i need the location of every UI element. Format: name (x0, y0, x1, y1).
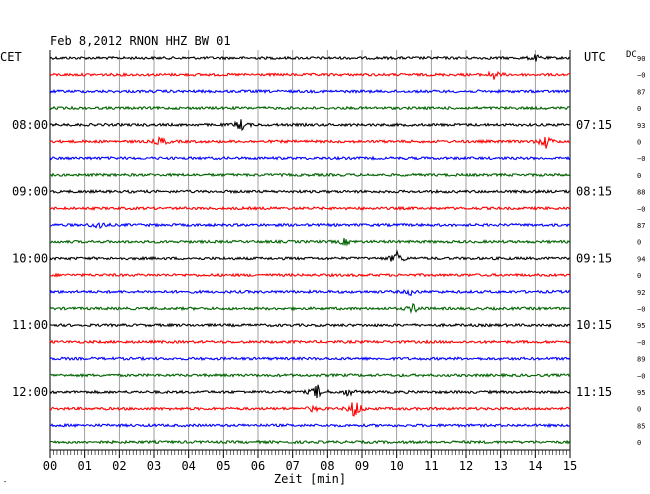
trace-line (49, 54, 571, 62)
trace-line (49, 105, 571, 111)
dc-value: −0 (637, 306, 645, 314)
x-tick-label: 10 (389, 459, 403, 473)
chart-title: Feb 8,2012 RNON HHZ BW 01 (50, 34, 231, 48)
dc-value: 85 (637, 422, 645, 430)
x-tick-label: 09 (355, 459, 369, 473)
trace-line (49, 88, 571, 95)
trace-line (49, 188, 571, 195)
x-tick-label: 07 (285, 459, 299, 473)
x-tick-label: 01 (77, 459, 91, 473)
dc-value: −0 (637, 205, 645, 213)
x-tick-label: 08 (320, 459, 334, 473)
dc-column-label: DC (626, 50, 637, 60)
left-hour-label: 12:00 (12, 385, 48, 399)
dc-value: 90 (637, 55, 645, 63)
left-hour-label: 11:00 (12, 318, 48, 332)
trace-line (49, 70, 571, 80)
x-tick-label: 11 (424, 459, 438, 473)
dc-value: 0 (637, 439, 641, 447)
x-axis: 00 01 02 03 04 05 06 07 08 09 10 11 12 13 14 15 (43, 449, 577, 473)
trace-line (49, 119, 571, 132)
dc-value: 0 (637, 239, 641, 247)
x-tick-label: 13 (493, 459, 507, 473)
trace-line (49, 339, 571, 345)
dc-value: 0 (637, 172, 641, 180)
x-axis-label: Zeit [min] (274, 472, 346, 486)
trace-line (49, 322, 571, 328)
trace-line (49, 402, 571, 417)
right-axis-label-utc: UTC (584, 50, 606, 64)
x-tick-label: 05 (216, 459, 230, 473)
dc-value: 95 (637, 389, 645, 397)
trace-line (49, 205, 571, 212)
trace-line (49, 136, 571, 149)
dc-value: −0 (637, 72, 645, 80)
trace-line (49, 372, 571, 379)
dc-value: 87 (637, 88, 645, 96)
dc-value: 92 (637, 289, 645, 297)
trace-line (49, 439, 571, 445)
x-tick-label: 14 (528, 459, 542, 473)
seismic-traces (49, 54, 571, 445)
left-hour-label: 09:00 (12, 185, 48, 199)
left-hour-label: 10:00 (12, 251, 48, 265)
dc-value: 89 (637, 356, 645, 364)
dc-value: 95 (637, 322, 645, 330)
right-hour-label: 11:15 (576, 385, 612, 399)
trace-line (49, 303, 571, 314)
dc-value: −0 (637, 155, 645, 163)
right-hour-label: 08:15 (576, 185, 612, 199)
right-hour-label: 09:15 (576, 251, 612, 265)
trace-line (49, 384, 571, 399)
dc-value: 88 (637, 189, 645, 197)
trace-line (49, 272, 571, 278)
dc-value: 87 (637, 222, 645, 230)
trace-line (49, 155, 571, 161)
minute-gridlines (49, 50, 571, 450)
trace-line (49, 172, 571, 178)
trace-line (49, 249, 571, 262)
trace-line (49, 422, 571, 429)
trace-line (49, 289, 571, 297)
dc-value: 0 (637, 105, 641, 113)
x-tick-label: 00 (43, 459, 57, 473)
dc-value: 93 (637, 122, 645, 130)
trace-line (49, 238, 571, 247)
dc-value: 0 (637, 406, 641, 414)
x-tick-label: 02 (112, 459, 126, 473)
left-axis-label-cet: CET (0, 50, 22, 64)
x-tick-label: 03 (147, 459, 161, 473)
trace-line (49, 355, 571, 362)
trace-line (50, 222, 570, 229)
x-tick-label: 15 (563, 459, 577, 473)
left-hour-label: 08:00 (12, 118, 48, 132)
x-tick-label: 06 (251, 459, 265, 473)
right-hour-label: 07:15 (576, 118, 612, 132)
right-hour-label: 10:15 (576, 318, 612, 332)
dc-value: −0 (637, 339, 645, 347)
time-labels: 08:00 09:00 10:00 11:00 12:00 07:15 08:15 09:15… (12, 55, 645, 447)
dc-value: 0 (637, 272, 641, 280)
dc-value: −0 (637, 372, 645, 380)
x-tick-label: 12 (459, 459, 473, 473)
dc-value: 94 (637, 255, 645, 263)
corner-mark: ″ (3, 480, 7, 488)
x-tick-label: 04 (181, 459, 195, 473)
dc-value: 0 (637, 139, 641, 147)
